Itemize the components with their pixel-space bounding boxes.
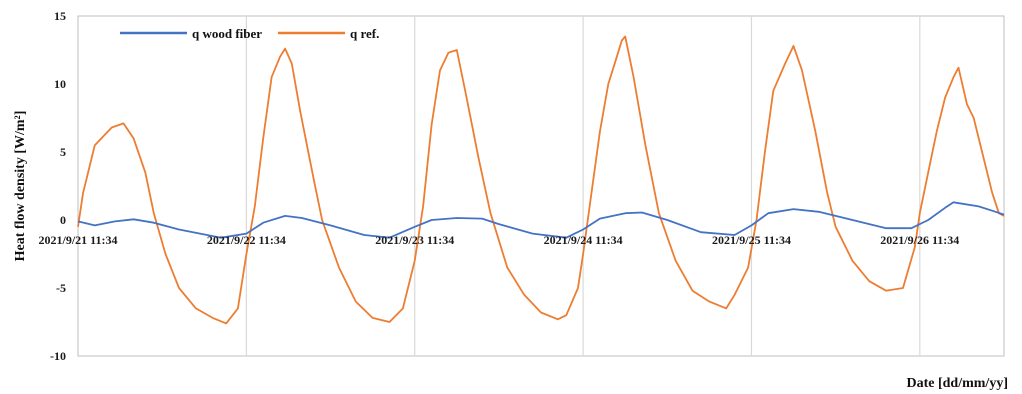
y-axis-title: Heat flow density [W/m²] (13, 111, 28, 262)
legend-label-series-2: q ref. (350, 26, 379, 41)
x-tick-label: 2021/9/24 11:34 (544, 233, 623, 247)
y-tick-label: -5 (56, 281, 66, 295)
series-lines (77, 35, 1005, 325)
x-axis-title: Date [dd/mm/yy] (907, 376, 1009, 391)
y-tick-labels: 15 10 5 0 -5 -10 (50, 9, 66, 363)
series-line-1 (77, 201, 1005, 239)
y-tick-label: 5 (60, 145, 66, 159)
x-tick-label: 2021/9/25 11:34 (712, 233, 791, 247)
y-tick-label: -10 (50, 349, 66, 363)
y-tick-label: 15 (54, 9, 66, 23)
x-tick-label: 2021/9/26 11:34 (880, 233, 959, 247)
x-tick-labels: 2021/9/21 11:34 2021/9/22 11:34 2021/9/23 … (38, 233, 959, 247)
plot-area (77, 15, 1005, 357)
gridlines (245, 16, 921, 356)
legend: q wood fiber q ref. (120, 26, 379, 41)
legend-label-series-1: q wood fiber (192, 26, 262, 41)
x-tick-label: 2021/9/23 11:34 (375, 233, 454, 247)
x-tick-label: 2021/9/22 11:34 (207, 233, 286, 247)
y-tick-label: 0 (60, 213, 66, 227)
series-line-2 (77, 35, 1005, 325)
x-tick-label: 2021/9/21 11:34 (38, 233, 117, 247)
y-tick-label: 10 (54, 77, 66, 91)
